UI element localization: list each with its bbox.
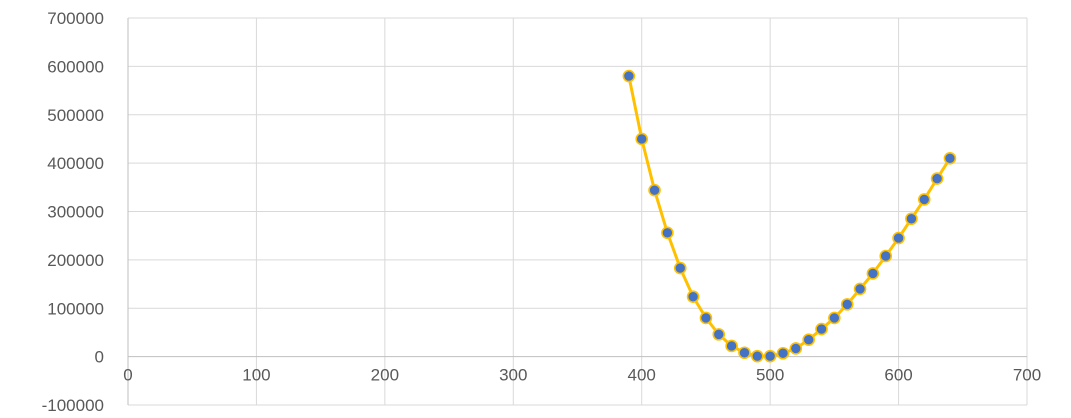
tick-labels: -100000 0 100000 200000 300000 400000 500000 60… [42, 9, 1042, 415]
y-tick-label: 500000 [47, 106, 104, 125]
y-tick-label: 700000 [47, 9, 104, 28]
data-point [943, 151, 957, 165]
y-tick-label: 300000 [47, 203, 104, 222]
data-point [917, 193, 931, 206]
y-tick-label: 400000 [47, 154, 104, 173]
data-point [815, 322, 828, 336]
data-point [648, 183, 661, 197]
x-tick-label: 300 [499, 366, 527, 385]
x-tick-label: 700 [1013, 366, 1041, 385]
data-point [725, 339, 738, 353]
data-point [866, 267, 880, 280]
data-point [892, 231, 905, 245]
data-point [622, 69, 636, 83]
x-tick-label: 100 [242, 366, 270, 385]
data-point [661, 226, 674, 240]
data-point [635, 132, 649, 146]
data-point [828, 311, 841, 325]
y-tick-label: 0 [95, 348, 104, 367]
y-tick-label: 600000 [47, 57, 104, 76]
x-tick-label: 500 [756, 366, 784, 385]
data-point [840, 298, 854, 311]
y-tick-label: 100000 [47, 299, 104, 318]
data-point [789, 342, 803, 355]
data-point [853, 282, 867, 296]
data-point [776, 346, 790, 360]
series-group [622, 69, 957, 363]
series-line [627, 75, 952, 358]
data-point [802, 333, 815, 346]
y-tick-label: 200000 [47, 251, 104, 270]
x-tick-label: 200 [371, 366, 399, 385]
data-point [750, 349, 764, 363]
data-point [686, 290, 700, 303]
data-point [879, 249, 893, 263]
y-tick-label: -100000 [42, 396, 104, 415]
data-point [930, 172, 944, 185]
x-tick-label: 0 [123, 366, 132, 385]
x-tick-label: 400 [628, 366, 656, 385]
data-point [673, 261, 687, 275]
data-point [712, 328, 726, 341]
gridlines [128, 17, 1028, 406]
data-point [699, 311, 713, 325]
data-point [905, 212, 918, 226]
x-tick-label: 600 [884, 366, 912, 385]
data-point [738, 346, 751, 360]
data-point [763, 349, 777, 363]
axes [127, 18, 1027, 405]
